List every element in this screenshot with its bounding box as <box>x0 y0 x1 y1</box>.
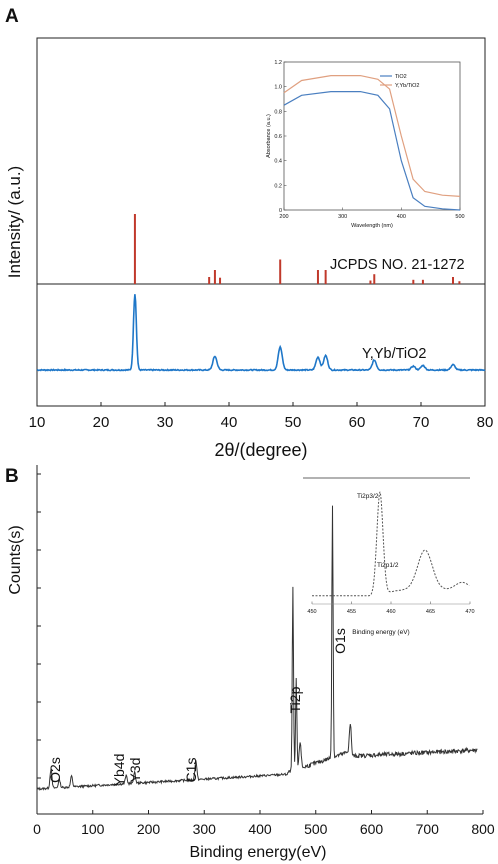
xrd-x-tick-label: 10 <box>29 414 46 431</box>
xps-x-tick-label: 200 <box>137 821 161 837</box>
ti2p-ticks: 450 455 460 465 470 <box>307 601 475 615</box>
xps-chart: 0 100 200 300 400 500 600 700 800 O2s Yb4d Y3d C1s T… <box>7 465 495 861</box>
uvvis-tio2-line <box>283 91 461 211</box>
xrd-x-tick-label: 70 <box>413 414 430 431</box>
xrd-x-tick-label: 50 <box>285 414 302 431</box>
ti2p-line <box>312 491 470 597</box>
uvvis-legend-tio2: TiO2 <box>395 74 407 80</box>
xps-peak-label: O1s <box>332 628 348 654</box>
ti2p-x-tick-label: 460 <box>386 609 395 615</box>
ti2p-x-tick-label: 450 <box>307 609 316 615</box>
xps-x-tick-label: 600 <box>360 821 384 837</box>
xps-x-tick-labels: 0 100 200 300 400 500 600 700 800 <box>33 821 495 837</box>
xps-x-tick-label: 800 <box>471 821 495 837</box>
ti2p-peak-label-12: Ti2p1/2 <box>377 562 399 569</box>
xps-y-axis-label: Counts(s) <box>7 525 24 594</box>
uvvis-y-tick-label: 1.2 <box>274 60 282 66</box>
uvvis-doped-line <box>283 75 461 197</box>
xps-survey-line <box>36 505 478 791</box>
xps-x-axis-label: Binding energy(eV) <box>190 844 327 861</box>
jcpds-label: JCPDS NO. 21-1272 <box>330 257 465 273</box>
ti2p-peak-label-32: Ti2p3/2 <box>357 493 379 500</box>
jcpds-reference-sticks <box>133 214 461 284</box>
xps-y-ticks <box>37 473 41 779</box>
uvvis-ticks: 200 300 400 500 0 0.2 0.4 0.6 0.8 1.0 1.2 <box>274 60 464 220</box>
uvvis-inset-frame <box>283 61 461 211</box>
xrd-x-tick-label: 60 <box>349 414 366 431</box>
uvvis-y-tick-label: 0.8 <box>274 109 282 115</box>
xrd-series-line <box>36 294 486 372</box>
panel-label-b: B <box>5 466 19 487</box>
xps-peak-annotations: O2s Yb4d Y3d C1s Ti2p O1s <box>47 628 348 786</box>
uvvis-y-tick-label: 0.6 <box>274 134 282 140</box>
xrd-x-axis-label: 2θ/(degree) <box>214 440 307 460</box>
uvvis-y-tick-label: 0.2 <box>274 183 282 189</box>
ti2p-x-axis-label: Binding energy (eV) <box>352 629 409 636</box>
uvvis-y-tick-label: 1.0 <box>274 85 282 91</box>
xps-x-tick-label: 300 <box>193 821 217 837</box>
uvvis-x-axis-label: Wavelength (nm) <box>351 223 393 229</box>
ti2p-x-tick-label: 465 <box>426 609 435 615</box>
xps-peak-label: Y3d <box>127 758 143 783</box>
xps-peak-label: O2s <box>47 757 63 783</box>
xps-x-tick-label: 400 <box>248 821 272 837</box>
uvvis-y-tick-label: 0 <box>279 208 282 214</box>
xps-peak-label: Ti2p <box>287 686 303 713</box>
xps-x-tick-label: 700 <box>416 821 440 837</box>
uvvis-x-tick-label: 400 <box>397 214 406 220</box>
xrd-y-axis-label: Intensity/ (a.u.) <box>5 166 24 278</box>
xps-peak-label: Yb4d <box>111 754 127 787</box>
uvvis-legend-doped: Y,Yb/TiO2 <box>395 83 419 89</box>
xrd-x-tick-label: 80 <box>477 414 494 431</box>
xrd-chart: 10 20 30 40 50 60 70 80 JCPDS NO. 21-1272 Y,Yb/… <box>5 37 494 460</box>
ti2p-x-tick-label: 455 <box>347 609 356 615</box>
uvvis-x-tick-label: 300 <box>338 214 347 220</box>
xrd-x-tick-labels: 10 20 30 40 50 60 70 80 <box>29 414 494 431</box>
xps-x-tick-label: 100 <box>81 821 105 837</box>
xps-x-tick-label: 0 <box>33 821 41 837</box>
uvvis-y-tick-label: 0.4 <box>274 159 282 165</box>
xrd-x-ticks <box>36 402 486 406</box>
xrd-plot-frame <box>36 37 486 407</box>
xrd-x-tick-label: 30 <box>157 414 174 431</box>
xrd-series-label: Y,Yb/TiO2 <box>362 346 426 362</box>
xps-x-ticks <box>36 810 484 814</box>
uvvis-inset: 200 300 400 500 0 0.2 0.4 0.6 0.8 1.0 1.2 TiO2 Y,Y… <box>266 60 465 229</box>
uvvis-x-tick-label: 500 <box>455 214 464 220</box>
xrd-x-tick-label: 40 <box>221 414 238 431</box>
uvvis-y-axis-label: Absorbance (a.u.) <box>266 114 272 158</box>
xrd-x-tick-label: 20 <box>93 414 110 431</box>
uvvis-x-tick-label: 200 <box>279 214 288 220</box>
panel-label-a: A <box>5 6 19 27</box>
ti2p-x-tick-label: 470 <box>465 609 474 615</box>
xps-x-tick-label: 500 <box>304 821 328 837</box>
ti2p-inset: 450 455 460 465 470 Ti2p3/2 Ti2p1/2 Binding … <box>303 477 475 636</box>
xps-peak-label: C1s <box>183 758 199 783</box>
